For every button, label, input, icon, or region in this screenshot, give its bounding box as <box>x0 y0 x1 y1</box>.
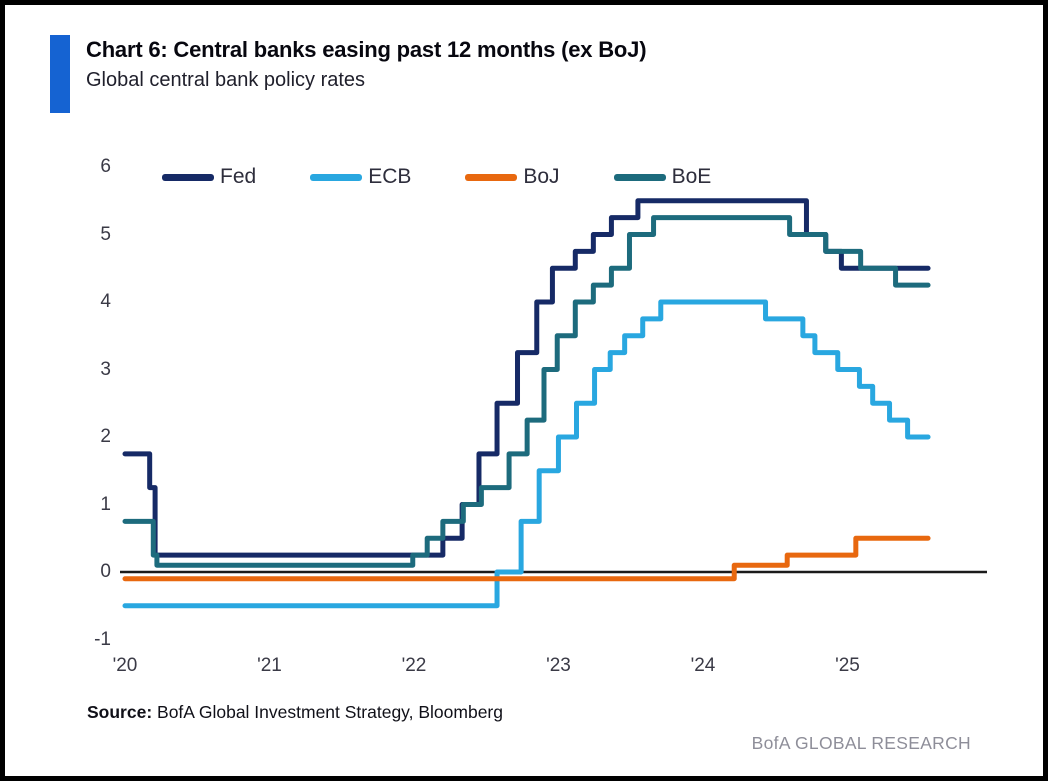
y-tick-label: 6 <box>100 156 111 177</box>
y-tick-label: -1 <box>94 628 111 650</box>
legend-item-boj: BoJ <box>465 165 560 189</box>
y-tick-label: 1 <box>100 493 111 515</box>
series-line-boe <box>122 215 931 568</box>
ecb-line-swatch <box>310 173 363 181</box>
source-line: Source: BofA Global Investment Strategy,… <box>87 702 503 723</box>
source-label: Source: <box>87 702 153 722</box>
chart-title: Chart 6: Central banks easing past 12 mo… <box>86 37 647 62</box>
legend-label-boe: BoE <box>671 165 712 188</box>
y-tick-label: 0 <box>100 561 111 582</box>
series-line-fed <box>122 198 931 558</box>
source-text: BofA Global Investment Strategy, Bloombe… <box>152 702 503 722</box>
x-tick-label: '20 <box>112 655 138 676</box>
y-tick-label: 3 <box>100 358 111 380</box>
legend-label-fed: Fed <box>220 165 257 188</box>
legend-label-ecb: ECB <box>368 165 412 188</box>
y-tick-label: 2 <box>100 426 111 447</box>
boj-line-swatch <box>465 173 518 181</box>
title-accent-bar <box>50 35 70 113</box>
x-tick-label: '22 <box>401 655 427 676</box>
footer-brand: BofA GLOBAL RESEARCH <box>751 733 971 753</box>
legend-item-ecb: ECB <box>310 165 411 189</box>
chart-subtitle: Global central bank policy rates <box>86 69 366 91</box>
legend-item-fed: Fed <box>162 165 256 189</box>
y-tick-label: 5 <box>100 223 111 245</box>
fed-line-swatch <box>162 173 214 181</box>
boe-line-swatch <box>613 173 666 181</box>
y-tick-label: 4 <box>100 291 111 312</box>
series-line-boj <box>122 535 931 582</box>
title-block: Chart 6: Central banks easing past 12 mo… <box>50 35 647 113</box>
chart-legend: Fed ECB BoJ BoE <box>162 165 765 189</box>
legend-label-boj: BoJ <box>523 165 560 188</box>
x-tick-label: '25 <box>835 655 860 676</box>
legend-item-boe: BoE <box>613 165 712 189</box>
series-line-ecb <box>122 299 931 609</box>
policy-rates-chart <box>120 198 987 609</box>
x-tick-label: '24 <box>690 655 716 676</box>
x-tick-label: '23 <box>546 655 571 676</box>
x-tick-label: '21 <box>257 655 282 676</box>
